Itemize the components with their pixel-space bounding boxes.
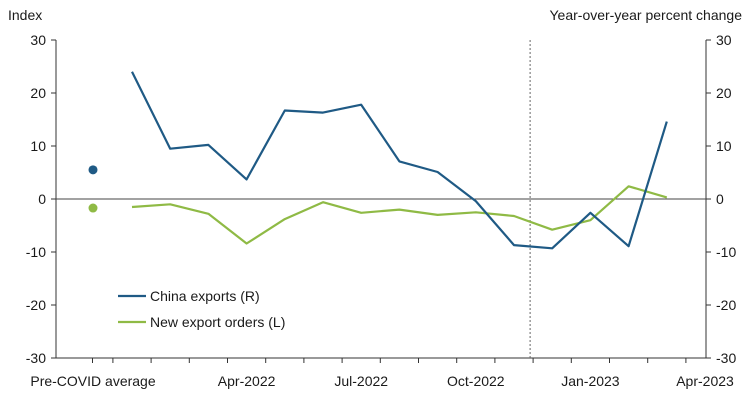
left-tick-label: -10 xyxy=(26,244,46,260)
x-tick-label: Pre-COVID average xyxy=(30,373,155,389)
china-exports-legend-label: China exports (R) xyxy=(150,288,260,304)
left-tick-label: 20 xyxy=(30,85,46,101)
x-tick-label: Apr-2022 xyxy=(218,373,276,389)
left-tick-label: -30 xyxy=(26,350,46,366)
left-tick-label: 0 xyxy=(38,191,46,207)
new-export-orders-legend-label: New export orders (L) xyxy=(150,314,285,330)
left-tick-label: 10 xyxy=(30,138,46,154)
x-tick-label: Jul-2022 xyxy=(334,373,388,389)
x-tick-label: Apr-2023 xyxy=(676,373,734,389)
right-tick-label: 10 xyxy=(716,138,732,154)
china-exports-line xyxy=(131,71,668,250)
left-tick-label: 30 xyxy=(30,32,46,48)
left-tick-label: -20 xyxy=(26,297,46,313)
x-tick-label: Jan-2023 xyxy=(561,373,620,389)
right-tick-label: 20 xyxy=(716,85,732,101)
right-tick-label: 0 xyxy=(716,191,724,207)
axes xyxy=(51,39,711,363)
right-axis-title: Year-over-year percent change xyxy=(550,7,743,23)
legend: China exports (R) New export orders (L) xyxy=(118,288,285,330)
x-tick-label: Oct-2022 xyxy=(447,373,505,389)
right-tick-label: -10 xyxy=(716,244,736,260)
china-exports-precovid-dot xyxy=(88,165,98,175)
right-tick-label: 30 xyxy=(716,32,732,48)
series-layer xyxy=(88,71,668,250)
new-export-orders-precovid-dot xyxy=(88,203,98,213)
left-axis-title: Index xyxy=(8,7,42,23)
tick-labels: 30 30 20 20 10 10 0 0 -10 -10 -20 -20 -30 -30 Pre-COVI… xyxy=(26,32,737,389)
right-tick-label: -20 xyxy=(716,297,736,313)
right-tick-label: -30 xyxy=(716,350,736,366)
